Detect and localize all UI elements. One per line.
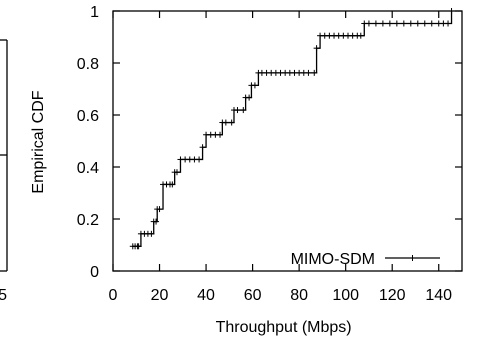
data-point — [407, 20, 414, 27]
data-point — [240, 107, 247, 114]
x-tick-label: 40 — [197, 287, 215, 304]
y-tick-label: 1 — [90, 4, 99, 21]
x-tick-label: 140 — [425, 287, 452, 304]
x-axis-title: Throughput (Mbps) — [216, 319, 352, 336]
y-axis-title: Empirical CDF — [30, 90, 47, 193]
x-tick-label: 0 — [109, 287, 118, 304]
data-point — [357, 32, 364, 39]
axis-ticks — [112, 10, 462, 272]
data-point — [393, 20, 400, 27]
y-tick-label: 0.8 — [77, 56, 99, 73]
y-tick-label: 0.6 — [77, 108, 99, 125]
data-point — [445, 20, 452, 27]
legend-label: MIMO-SDM — [291, 251, 375, 268]
y-tick-label: 0 — [90, 264, 99, 281]
y-tick-label: 0.4 — [77, 160, 99, 177]
data-point — [379, 20, 386, 27]
data-point — [222, 119, 229, 126]
data-point — [217, 131, 224, 138]
data-point — [135, 243, 142, 250]
data-point — [365, 20, 372, 27]
data-point — [311, 69, 318, 76]
main-chart: 0 20 40 60 80 100 120 140 0 0.2 0.4 0.6 0.8 1 MIMO-SD… — [30, 4, 463, 336]
data-point — [386, 20, 393, 27]
data-point — [173, 169, 180, 176]
data-point — [228, 119, 235, 126]
x-tick-label: 100 — [332, 287, 359, 304]
x-tick-label: 20 — [151, 287, 169, 304]
left-chart-fragment: 5 — [0, 39, 8, 304]
data-point — [414, 20, 421, 27]
data-point — [199, 144, 206, 151]
plot-border — [112, 10, 463, 272]
data-point — [421, 20, 428, 27]
plot-frame — [112, 10, 463, 272]
series-layer — [129, 8, 455, 250]
series-line — [132, 11, 453, 247]
tick-labels: 0 20 40 60 80 100 120 140 0 0.2 0.4 0.6 0.8 1 — [77, 4, 452, 304]
data-point — [313, 45, 320, 52]
left-fragment-tick-label: 5 — [0, 287, 7, 304]
data-point — [234, 107, 241, 114]
x-tick-label: 60 — [244, 287, 262, 304]
legend-marker — [409, 255, 416, 261]
data-point — [246, 94, 253, 101]
legend: MIMO-SDM — [291, 251, 440, 268]
y-tick-label: 0.2 — [77, 212, 99, 229]
data-point — [196, 156, 203, 163]
data-point — [169, 181, 176, 188]
x-tick-label: 80 — [290, 287, 308, 304]
data-point — [428, 20, 435, 27]
data-point — [148, 230, 155, 237]
data-point — [156, 206, 163, 213]
data-point — [305, 69, 312, 76]
data-point — [448, 8, 455, 14]
x-tick-label: 120 — [379, 287, 406, 304]
data-point — [251, 82, 258, 89]
data-point — [372, 20, 379, 27]
data-point — [400, 20, 407, 27]
data-point — [153, 218, 160, 225]
